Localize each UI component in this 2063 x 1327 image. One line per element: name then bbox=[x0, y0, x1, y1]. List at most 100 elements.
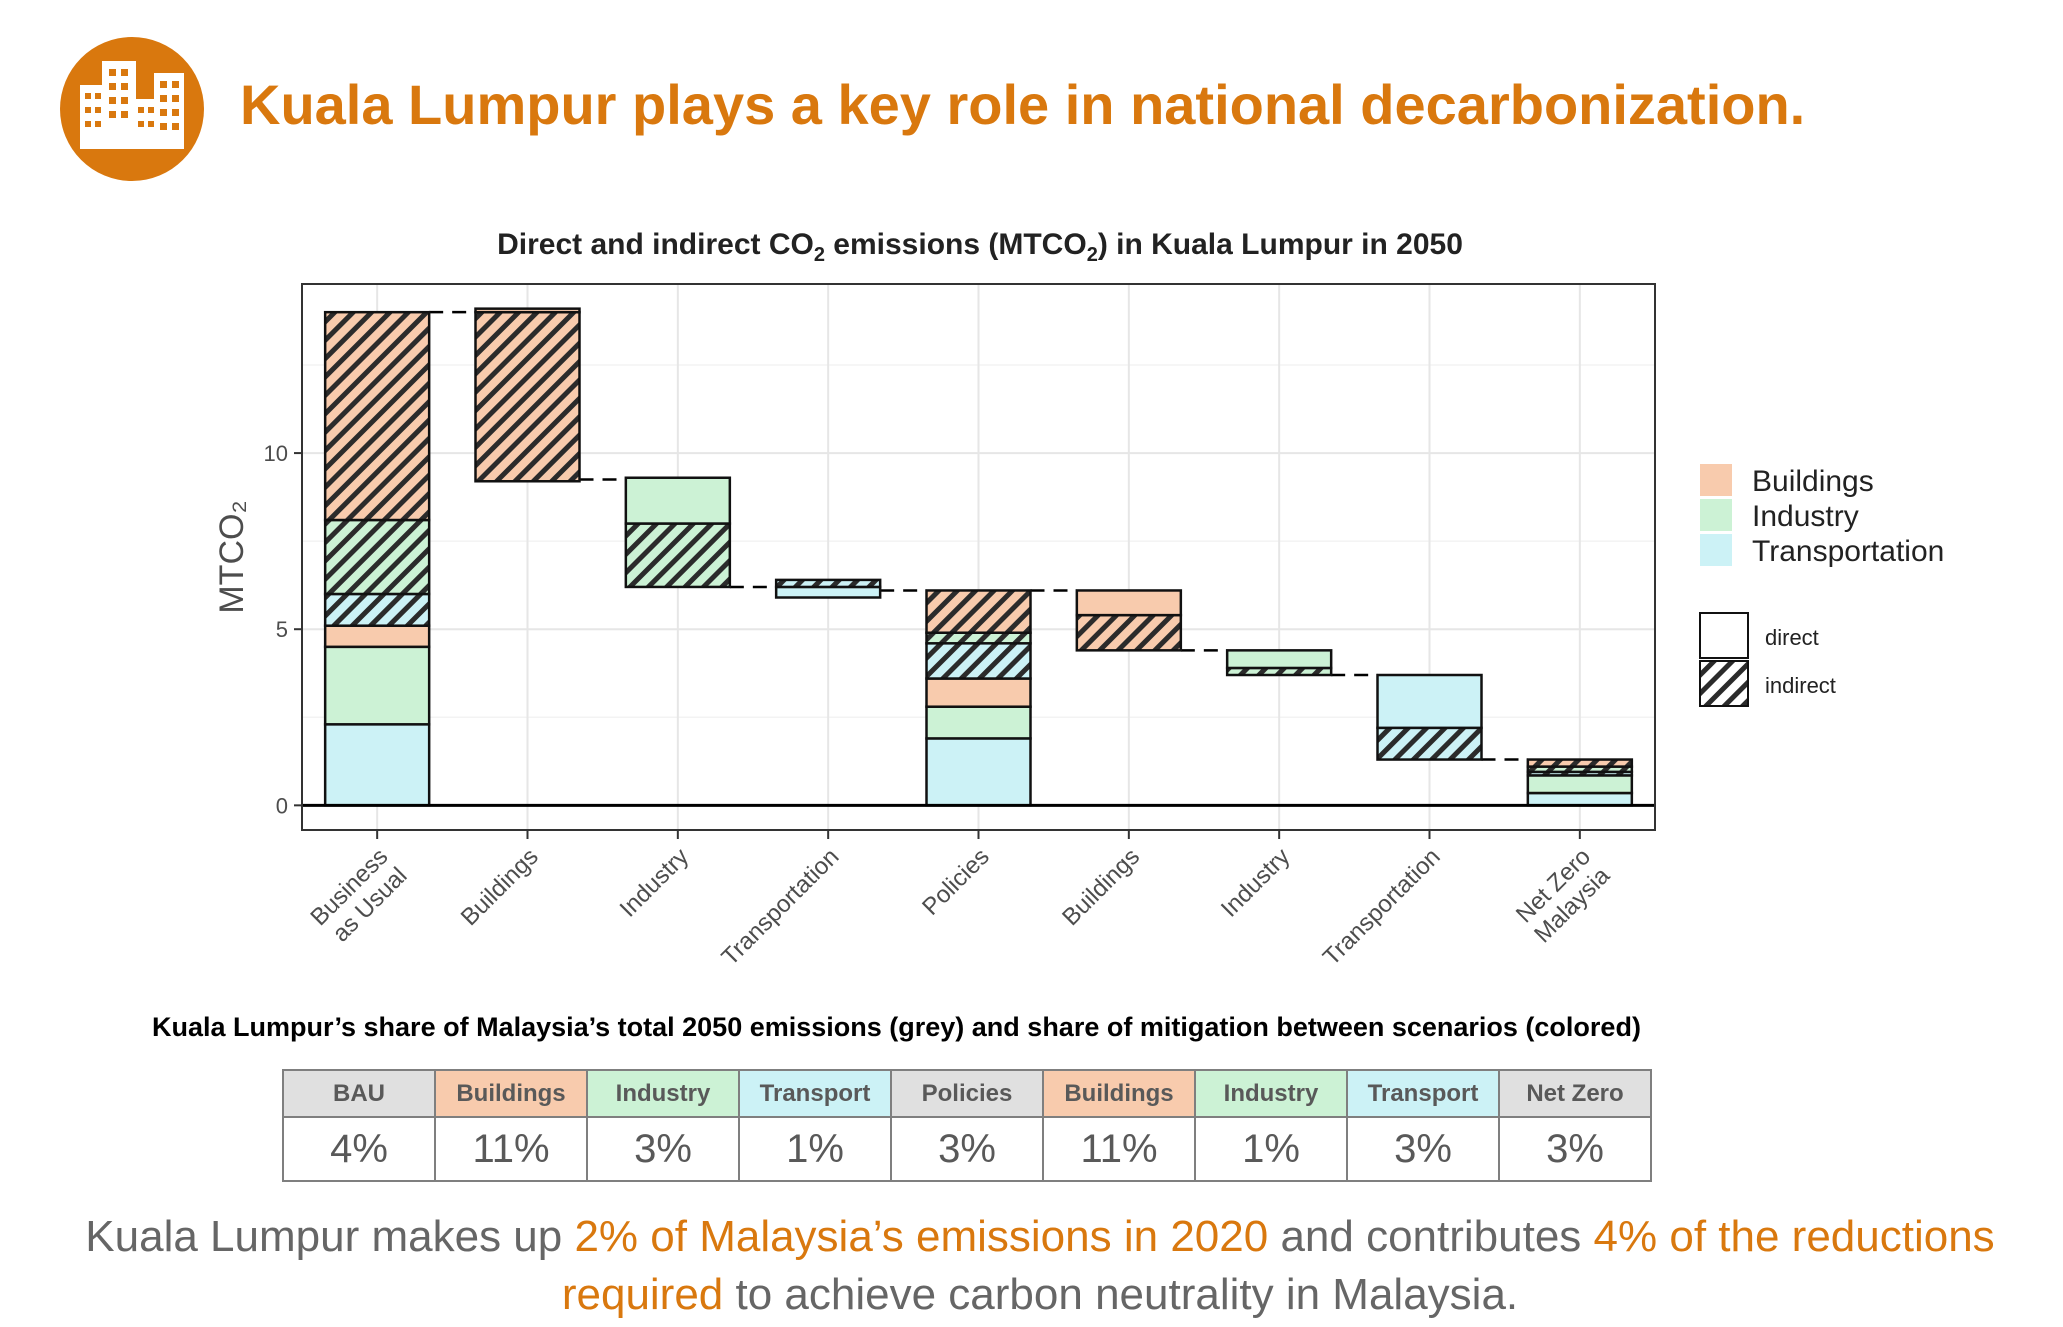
bar-2 bbox=[474, 307, 581, 483]
bar-segment bbox=[1377, 675, 1482, 728]
bar-segment bbox=[1076, 590, 1181, 616]
x-tick-label-line: Buildings bbox=[1057, 843, 1145, 931]
table-header-cell: Industry bbox=[1194, 1069, 1348, 1118]
hatch-overlay bbox=[1076, 615, 1181, 651]
table-header-cell: Transport bbox=[1346, 1069, 1500, 1118]
hatch-overlay bbox=[926, 643, 1031, 679]
bar-segment bbox=[325, 724, 430, 806]
hatch-overlay bbox=[325, 520, 430, 594]
hatch-overlay bbox=[776, 579, 881, 587]
legend-hatch bbox=[1700, 661, 1748, 706]
hatch-overlay bbox=[1527, 771, 1632, 776]
table-title: Kuala Lumpur’s share of Malaysia’s total… bbox=[152, 1012, 1641, 1042]
bar-8 bbox=[1376, 673, 1483, 761]
hatch-overlay bbox=[475, 312, 580, 482]
segment-outline bbox=[774, 578, 882, 589]
segment-outline bbox=[624, 476, 732, 525]
table-value-cell: 3% bbox=[890, 1116, 1044, 1182]
x-tick-label: Transportation bbox=[717, 843, 845, 971]
x-tick-label-line: Industry bbox=[1216, 843, 1295, 922]
buildings-icon bbox=[60, 37, 204, 181]
table-header-cell: Industry bbox=[586, 1069, 740, 1118]
table-value-cell: 11% bbox=[434, 1116, 588, 1182]
x-tick-label: Buildings bbox=[1057, 843, 1145, 931]
legend-swatch-buildings bbox=[1700, 464, 1732, 496]
bar-segment bbox=[325, 646, 430, 725]
y-tick-label: 0 bbox=[276, 793, 288, 818]
legend-label-buildings: Buildings bbox=[1752, 465, 1874, 498]
hatch-overlay bbox=[325, 593, 430, 626]
x-tick-label-line: Policies bbox=[917, 843, 995, 921]
x-tick-label-line: Transportation bbox=[1318, 843, 1446, 971]
x-tick-label: Transportation bbox=[1318, 843, 1446, 971]
x-tick-label: Policies bbox=[917, 843, 995, 921]
bar-segment bbox=[625, 477, 730, 524]
bar-segment bbox=[1527, 775, 1632, 794]
x-tick-label: Businessas Usual bbox=[305, 843, 412, 950]
segment-outline bbox=[474, 307, 581, 314]
hatch-overlay bbox=[926, 590, 1031, 633]
legend-swatch-industry bbox=[1700, 499, 1732, 531]
legend-label-indirect: indirect bbox=[1765, 673, 1836, 698]
bar-segment bbox=[776, 586, 881, 598]
bar-1 bbox=[323, 310, 431, 807]
x-tick-label: Buildings bbox=[456, 843, 544, 931]
hatch-overlay bbox=[1377, 727, 1482, 760]
table-header-cell: BAU bbox=[282, 1069, 436, 1118]
table-value-cell: 3% bbox=[1346, 1116, 1500, 1182]
table-value-cell: 3% bbox=[1498, 1116, 1652, 1182]
legend-swatch-transportation bbox=[1700, 534, 1732, 566]
footer-statement: Kuala Lumpur makes up 2% of Malaysia’s e… bbox=[85, 1212, 1995, 1319]
table-value-cell: 1% bbox=[1194, 1116, 1348, 1182]
segment-outline bbox=[323, 310, 431, 522]
legend-swatch-direct bbox=[1700, 613, 1748, 658]
bar-segment bbox=[926, 738, 1031, 806]
legend-swatch-outline bbox=[1699, 660, 1749, 707]
bar-3 bbox=[624, 476, 732, 589]
x-tick-label-line: Buildings bbox=[456, 843, 544, 931]
share-table: BAU Buildings Industry Transport Policies Bui… bbox=[282, 1069, 1652, 1182]
table-value-cell: 11% bbox=[1042, 1116, 1196, 1182]
hatch-overlay bbox=[625, 523, 730, 587]
chart-title: Direct and indirect CO2 emissions (MTCO2… bbox=[497, 228, 1463, 266]
table-header-cell: Buildings bbox=[434, 1069, 588, 1118]
bar-6 bbox=[1075, 589, 1183, 652]
bar-7 bbox=[1225, 649, 1333, 677]
table-value-cell: 1% bbox=[738, 1116, 892, 1182]
hatch-overlay bbox=[1527, 759, 1632, 767]
y-tick-label: 5 bbox=[276, 617, 288, 642]
x-tick-label-line: Transportation bbox=[717, 843, 845, 971]
bar-segment bbox=[926, 706, 1031, 739]
segment-outline bbox=[1225, 649, 1333, 670]
table-header-cell: Policies bbox=[890, 1069, 1044, 1118]
segment-outline bbox=[1526, 758, 1634, 768]
hatch-overlay bbox=[325, 312, 430, 521]
x-tick-label: Net ZeroMalaysia bbox=[1510, 843, 1616, 949]
table-header-cell: Buildings bbox=[1042, 1069, 1196, 1118]
legend-label-direct: direct bbox=[1765, 625, 1819, 650]
table-header-cell: Transport bbox=[738, 1069, 892, 1118]
y-tick-label: 10 bbox=[264, 441, 288, 466]
y-axis-label: MTCO₂ bbox=[213, 500, 251, 613]
hatch-overlay bbox=[1527, 766, 1632, 772]
segment-outline bbox=[925, 589, 1032, 634]
x-tick-label: Industry bbox=[615, 843, 694, 922]
legend-label-transportation: Transportation bbox=[1752, 535, 1944, 568]
table-header-cell: Net Zero bbox=[1498, 1069, 1652, 1118]
table-value-cell: 4% bbox=[282, 1116, 436, 1182]
bar-segment bbox=[1227, 650, 1332, 668]
bar-segment bbox=[926, 678, 1031, 707]
bar-segment bbox=[325, 625, 430, 647]
segment-outline bbox=[1376, 673, 1483, 730]
page-title: Kuala Lumpur plays a key role in nationa… bbox=[240, 73, 1806, 136]
bar-segment bbox=[1527, 793, 1632, 806]
table-value-cell: 3% bbox=[586, 1116, 740, 1182]
legend-label-industry: Industry bbox=[1752, 500, 1859, 533]
legend-swatch-outline bbox=[1699, 612, 1749, 659]
x-tick-label-line: Industry bbox=[615, 843, 694, 922]
bar-5 bbox=[925, 589, 1032, 807]
hatch-overlay bbox=[1227, 667, 1332, 676]
bar-segment bbox=[475, 308, 580, 313]
hatch-overlay bbox=[926, 632, 1031, 644]
